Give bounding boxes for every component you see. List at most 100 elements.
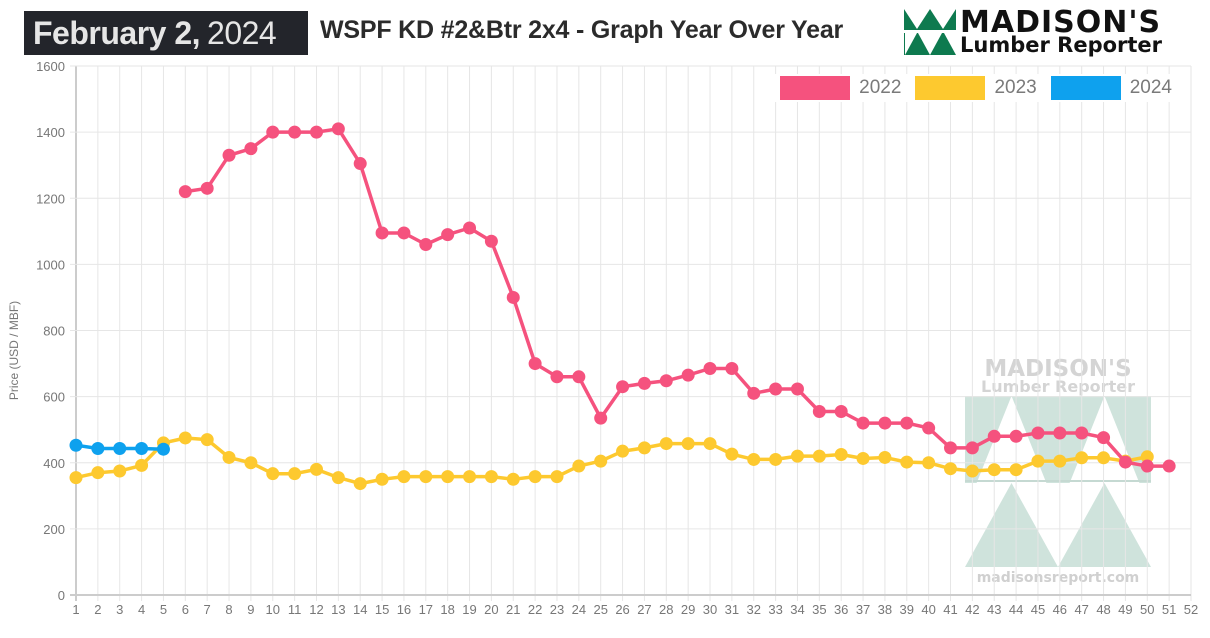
x-tick-label: 4 (138, 602, 145, 617)
data-point-2024 (135, 442, 149, 456)
x-tick-label: 46 (1053, 602, 1067, 617)
data-point-2022 (550, 370, 564, 384)
x-tick-label: 52 (1184, 602, 1198, 617)
data-point-2023 (419, 470, 433, 484)
data-point-2022 (200, 181, 214, 195)
x-tick-label: 6 (182, 602, 189, 617)
date-bold: February 2, (33, 14, 201, 51)
x-tick-label: 30 (703, 602, 717, 617)
data-point-2023 (659, 437, 673, 451)
data-point-2022 (375, 226, 389, 240)
data-point-2023 (441, 470, 455, 484)
data-point-2022 (309, 125, 323, 139)
data-point-2023 (703, 437, 717, 451)
data-point-2023 (178, 431, 192, 445)
x-tick-label: 44 (1009, 602, 1023, 617)
data-point-2022 (965, 441, 979, 455)
x-tick-label: 21 (506, 602, 520, 617)
watermark-line2: Lumber Reporter (981, 377, 1135, 396)
data-point-2023 (266, 467, 280, 481)
x-tick-label: 41 (943, 602, 957, 617)
data-point-2022 (900, 416, 914, 430)
data-point-2023 (331, 471, 345, 485)
x-tick-label: 13 (331, 602, 345, 617)
data-point-2023 (1009, 463, 1023, 477)
x-tick-label: 38 (878, 602, 892, 617)
y-tick-label: 1600 (36, 59, 65, 74)
data-point-2023 (856, 451, 870, 465)
data-point-2022 (288, 125, 302, 139)
x-tick-label: 2 (94, 602, 101, 617)
data-point-2023 (69, 471, 83, 485)
data-point-2022 (703, 362, 717, 376)
data-point-2022 (1140, 459, 1154, 473)
y-tick-label: 1200 (36, 191, 65, 206)
data-point-2022 (353, 157, 367, 171)
data-point-2023 (987, 463, 1001, 477)
data-point-2023 (944, 462, 958, 476)
x-tick-label: 49 (1118, 602, 1132, 617)
legend-item-2023[interactable]: 2023 (915, 76, 1037, 100)
data-point-2023 (375, 472, 389, 486)
data-point-2023 (834, 447, 848, 461)
data-point-2023 (681, 437, 695, 451)
data-point-2023 (878, 450, 892, 464)
watermark-triangle (965, 483, 1058, 567)
data-point-2023 (1031, 454, 1045, 468)
data-point-2022 (1053, 426, 1067, 440)
legend-swatch-2024 (1050, 76, 1121, 100)
data-point-2022 (528, 357, 542, 371)
logo-line2: Lumber Reporter (960, 33, 1163, 57)
data-point-2022 (856, 416, 870, 430)
date-badge: February 2, 2024 (24, 11, 308, 55)
legend-label-2022: 2022 (859, 77, 902, 98)
data-point-2022 (1031, 426, 1045, 440)
legend-item-2022[interactable]: 2022 (780, 76, 901, 100)
y-tick-label: 600 (43, 390, 65, 405)
x-tick-label: 31 (725, 602, 739, 617)
data-point-2023 (812, 449, 826, 463)
x-tick-label: 26 (615, 602, 629, 617)
logo-line1: MADISON'S (960, 5, 1162, 40)
data-point-2023 (900, 455, 914, 469)
data-point-2023 (91, 466, 105, 480)
x-tick-label: 1 (72, 602, 79, 617)
data-point-2022 (1009, 429, 1023, 443)
data-point-2022 (244, 142, 258, 156)
y-tick-label: 0 (58, 588, 65, 603)
watermark-triangle (1058, 483, 1151, 567)
data-point-2023 (747, 452, 761, 466)
watermark-line1: MADISON'S (984, 356, 1131, 382)
x-tick-label: 33 (768, 602, 782, 617)
x-tick-label: 17 (419, 602, 433, 617)
data-point-2023 (637, 441, 651, 455)
data-point-2022 (506, 290, 520, 304)
data-point-2023 (135, 458, 149, 472)
data-point-2022 (331, 122, 345, 136)
series-layer (69, 122, 1176, 491)
data-point-2022 (1162, 459, 1176, 473)
data-point-2022 (594, 411, 608, 425)
grid-lines (70, 65, 1192, 601)
data-point-2023 (463, 470, 477, 484)
madisons-logo: MADISON'S Lumber Reporter (904, 5, 1210, 57)
data-point-2022 (659, 374, 673, 388)
data-point-2022 (769, 382, 783, 396)
data-point-2022 (878, 416, 892, 430)
data-point-2024 (156, 442, 170, 456)
data-point-2023 (594, 454, 608, 468)
legend-label-2023: 2023 (994, 77, 1037, 98)
data-point-2022 (463, 221, 477, 235)
x-tick-label: 35 (812, 602, 826, 617)
data-point-2023 (922, 456, 936, 470)
legend-item-2024[interactable]: 2024 (1050, 76, 1172, 100)
data-point-2024 (113, 442, 127, 456)
data-point-2022 (572, 370, 586, 384)
x-tick-label: 14 (353, 602, 367, 617)
x-tick-label: 37 (856, 602, 870, 617)
x-tick-label: 34 (790, 602, 804, 617)
data-point-2023 (528, 470, 542, 484)
x-tick-label: 50 (1140, 602, 1154, 617)
data-point-2022 (484, 234, 498, 248)
data-point-2023 (1140, 450, 1154, 464)
